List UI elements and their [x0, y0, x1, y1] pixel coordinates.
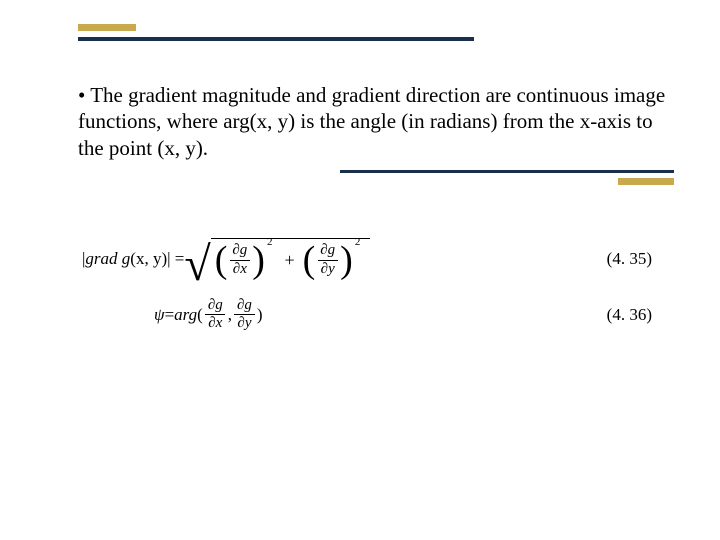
eq2-d1-num: ∂g [205, 298, 226, 315]
eq1-d2-num: ∂g [317, 243, 338, 260]
bullet-text: • The gradient magnitude and gradient di… [78, 82, 682, 161]
equation-1-body: |grad g(x, y)| = √ ( ∂g ∂x ) 2 + [82, 238, 587, 280]
paren-close: ) [340, 245, 353, 275]
equation-2-body: ψ = arg ( ∂g ∂x , ∂g ∂y ) [154, 298, 587, 333]
eq1-d2-den: ∂y [318, 260, 338, 278]
eq2-d2-den: ∂y [234, 314, 254, 332]
eq1-sqrt: √ ( ∂g ∂x ) 2 + ( ∂ [184, 238, 370, 280]
eq1-d1-num: ∂g [229, 243, 250, 260]
equation-1-number: (4. 35) [587, 249, 652, 269]
eq1-term1: ( ∂g ∂x ) 2 [215, 243, 277, 278]
eq1-exp1: 2 [267, 236, 273, 248]
paren-close: ) [252, 245, 265, 275]
eq2-frac2: ∂g ∂y [234, 298, 255, 333]
eq2-comma: , [228, 305, 232, 325]
eq2-psi: ψ [154, 305, 165, 325]
eq2-frac1: ∂g ∂x [205, 298, 226, 333]
eq2-d1-den: ∂x [205, 314, 225, 332]
sqrt-vinculum: ( ∂g ∂x ) 2 + ( ∂g ∂y [211, 238, 371, 280]
eq2-paren-close: ) [257, 305, 263, 325]
eq1-exp2: 2 [355, 236, 361, 248]
eq1-frac1: ∂g ∂x [229, 243, 250, 278]
equation-2-number: (4. 36) [587, 305, 652, 325]
eq1-term2: ( ∂g ∂y ) 2 [303, 243, 365, 278]
gold-accent-bottom [618, 178, 674, 185]
eq2-equals: = [165, 305, 175, 325]
eq1-d1-den: ∂x [230, 260, 250, 278]
eq1-grad: grad [85, 249, 121, 268]
eq1-plus: + [284, 250, 294, 271]
eq1-lhs: |grad g(x, y)| = [82, 249, 184, 269]
eq1-args: (x, y) [130, 249, 167, 268]
sqrt-radical-icon: √ [184, 252, 210, 278]
eq1-g: g [122, 249, 131, 268]
eq1-abs-close: | = [167, 249, 184, 268]
eq2-paren-open: ( [197, 305, 203, 325]
top-decoration [78, 24, 474, 41]
paren-open: ( [215, 245, 228, 275]
equation-row-1: |grad g(x, y)| = √ ( ∂g ∂x ) 2 + [82, 238, 652, 280]
navy-rule-top [78, 37, 474, 41]
gold-accent-top [78, 24, 136, 31]
equations-region: |grad g(x, y)| = √ ( ∂g ∂x ) 2 + [82, 238, 652, 350]
navy-rule-bottom [340, 170, 674, 173]
eq2-arg: arg [174, 305, 197, 325]
eq2-d2-num: ∂g [234, 298, 255, 315]
paren-open: ( [303, 245, 316, 275]
equation-row-2: ψ = arg ( ∂g ∂x , ∂g ∂y ) (4. 36) [82, 298, 652, 333]
eq1-frac2: ∂g ∂y [317, 243, 338, 278]
bottom-decoration [340, 170, 674, 185]
